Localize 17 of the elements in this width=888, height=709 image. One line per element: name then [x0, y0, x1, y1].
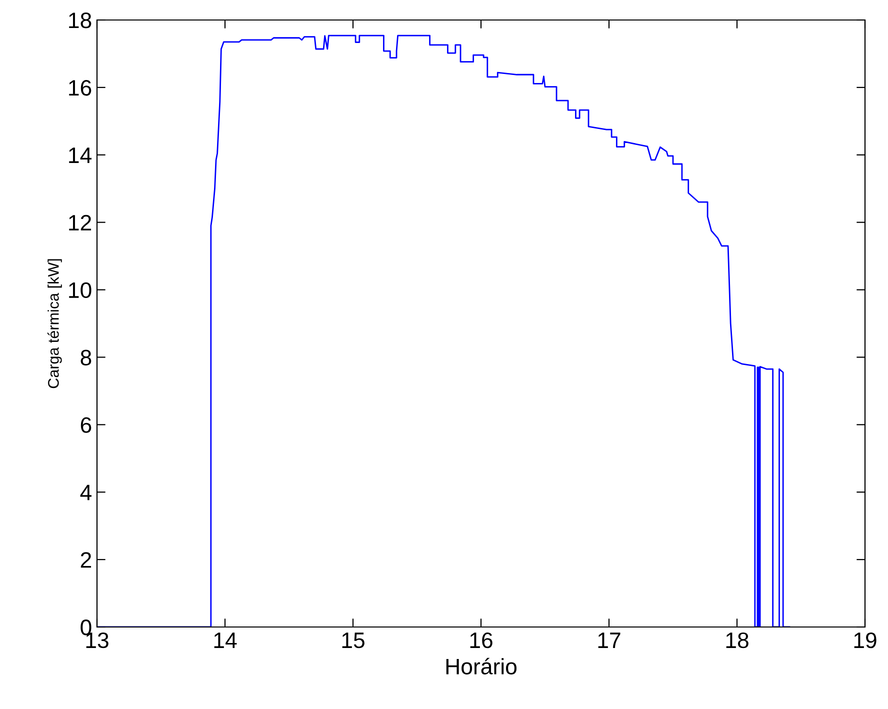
x-tick-label: 18: [726, 632, 748, 648]
y-tick-label: 2: [80, 552, 92, 568]
y-tick-label: 8: [80, 350, 92, 366]
y-tick-label: 18: [69, 12, 92, 28]
y-tick-label: 6: [80, 417, 92, 433]
y-tick-label: 10: [69, 282, 92, 298]
x-tick-label: 19: [854, 632, 876, 648]
x-tick-label: 16: [470, 632, 492, 648]
x-axis-title: Horário: [446, 658, 516, 674]
x-tick-label: 14: [214, 632, 237, 648]
y-tick-label: 16: [69, 80, 92, 96]
y-tick-label: 4: [80, 484, 92, 500]
x-tick-label: 15: [342, 632, 364, 648]
y-tick-label: 14: [69, 148, 92, 163]
y-tick-label: 12: [69, 214, 92, 230]
x-tick-label: 17: [598, 632, 620, 648]
y-axis-title: Carga térmica [kW]: [47, 259, 62, 388]
